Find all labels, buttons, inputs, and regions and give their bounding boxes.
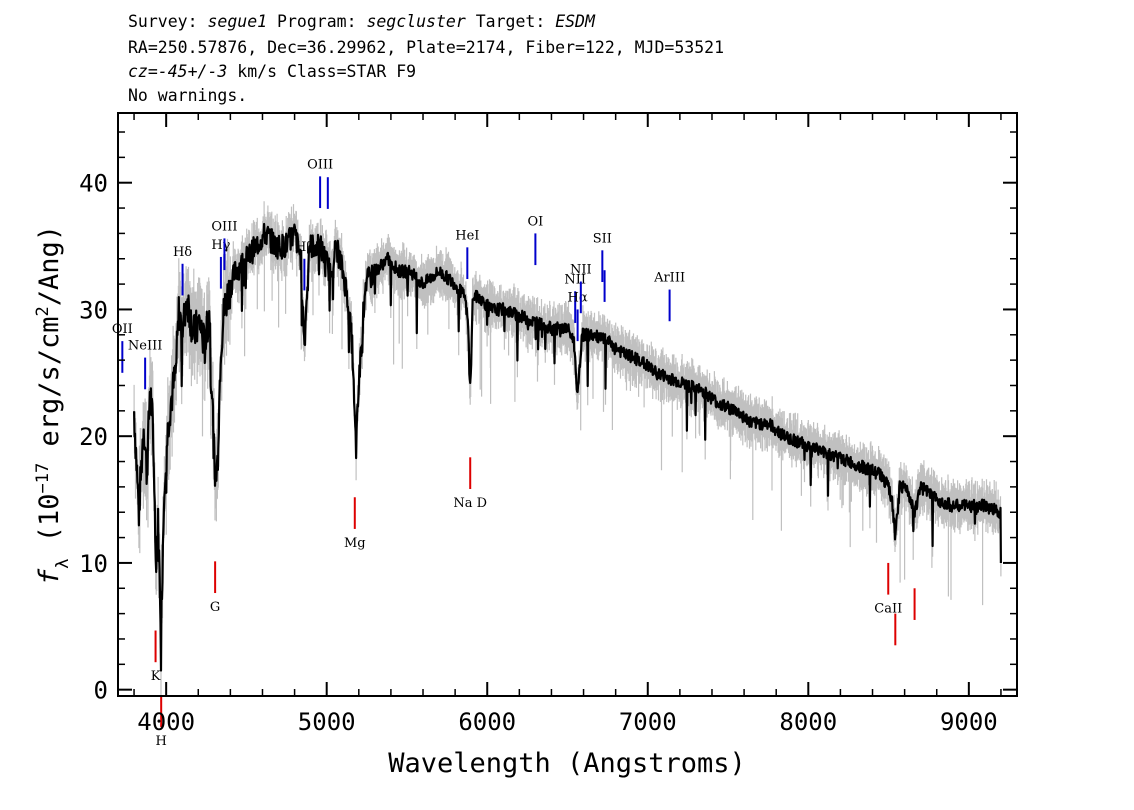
- plot-frame: [117, 112, 1018, 697]
- flux-series: [133, 222, 1002, 672]
- emission-line-label: HeI: [455, 228, 479, 243]
- y-axis-label: fλ (10−17 erg/s/cm2/Ang): [33, 225, 73, 585]
- absorption-line-label: K: [151, 669, 161, 684]
- program-value: segcluster: [366, 12, 466, 31]
- absorption-line-label: H: [156, 734, 167, 749]
- emission-line-label: NeIII: [128, 339, 162, 354]
- emission-line-label: OIII: [307, 157, 333, 172]
- target-value: ESDM: [555, 12, 595, 31]
- program-label: Program:: [267, 12, 367, 31]
- emission-line-label: ArIII: [653, 271, 685, 286]
- x-tick-label: 8000: [779, 708, 837, 736]
- x-tick-label: 9000: [940, 708, 998, 736]
- emission-line-label: NII: [570, 263, 592, 278]
- emission-line-label: Hβ: [295, 240, 314, 255]
- absorption-line-label: CaII: [874, 602, 902, 617]
- header-line-1: Survey: segue1 Program: segcluster Targe…: [128, 12, 595, 31]
- header-line-3: cz=-45+/-3 km/s Class=STAR F9: [128, 62, 417, 81]
- header-line-4: No warnings.: [128, 86, 248, 105]
- survey-label: Survey:: [128, 12, 208, 31]
- absorption-line-label: Na D: [453, 496, 487, 511]
- target-label: Target:: [465, 12, 556, 31]
- emission-line-label: SII: [593, 231, 612, 246]
- y-tick-label: 0: [94, 677, 108, 705]
- emission-line-label: OIII: [211, 219, 237, 234]
- x-tick-label: 4000: [137, 708, 195, 736]
- emission-line-label: Hδ: [173, 245, 192, 260]
- header-line-2: RA=250.57876, Dec=36.29962, Plate=2174, …: [128, 38, 725, 57]
- absorption-line-label: Mg: [344, 536, 366, 551]
- flux-line: [133, 222, 1002, 672]
- emission-line-label: Hγ: [211, 238, 230, 253]
- survey-value: segue1: [207, 12, 268, 31]
- x-tick-label: 5000: [298, 708, 356, 736]
- y-tick-label: 30: [79, 296, 108, 324]
- plot-axes: 4000 5000 6000 7000 8000 9000 0 10 20 30 40: [79, 112, 1018, 736]
- x-axis-label: Wavelength (Angstroms): [388, 748, 746, 779]
- y-tick-label: 40: [79, 170, 108, 198]
- emission-line-label: Hα: [568, 290, 588, 305]
- absorption-line-label: G: [210, 600, 220, 615]
- redshift-value: cz=-45+/-3: [128, 62, 228, 81]
- x-tick-label: 7000: [619, 708, 677, 736]
- emission-line-label: OI: [527, 214, 543, 229]
- y-tick-label: 10: [79, 550, 108, 578]
- class-text: km/s Class=STAR F9: [227, 62, 417, 81]
- y-tick-label: 20: [79, 423, 108, 451]
- x-tick-label: 6000: [458, 708, 516, 736]
